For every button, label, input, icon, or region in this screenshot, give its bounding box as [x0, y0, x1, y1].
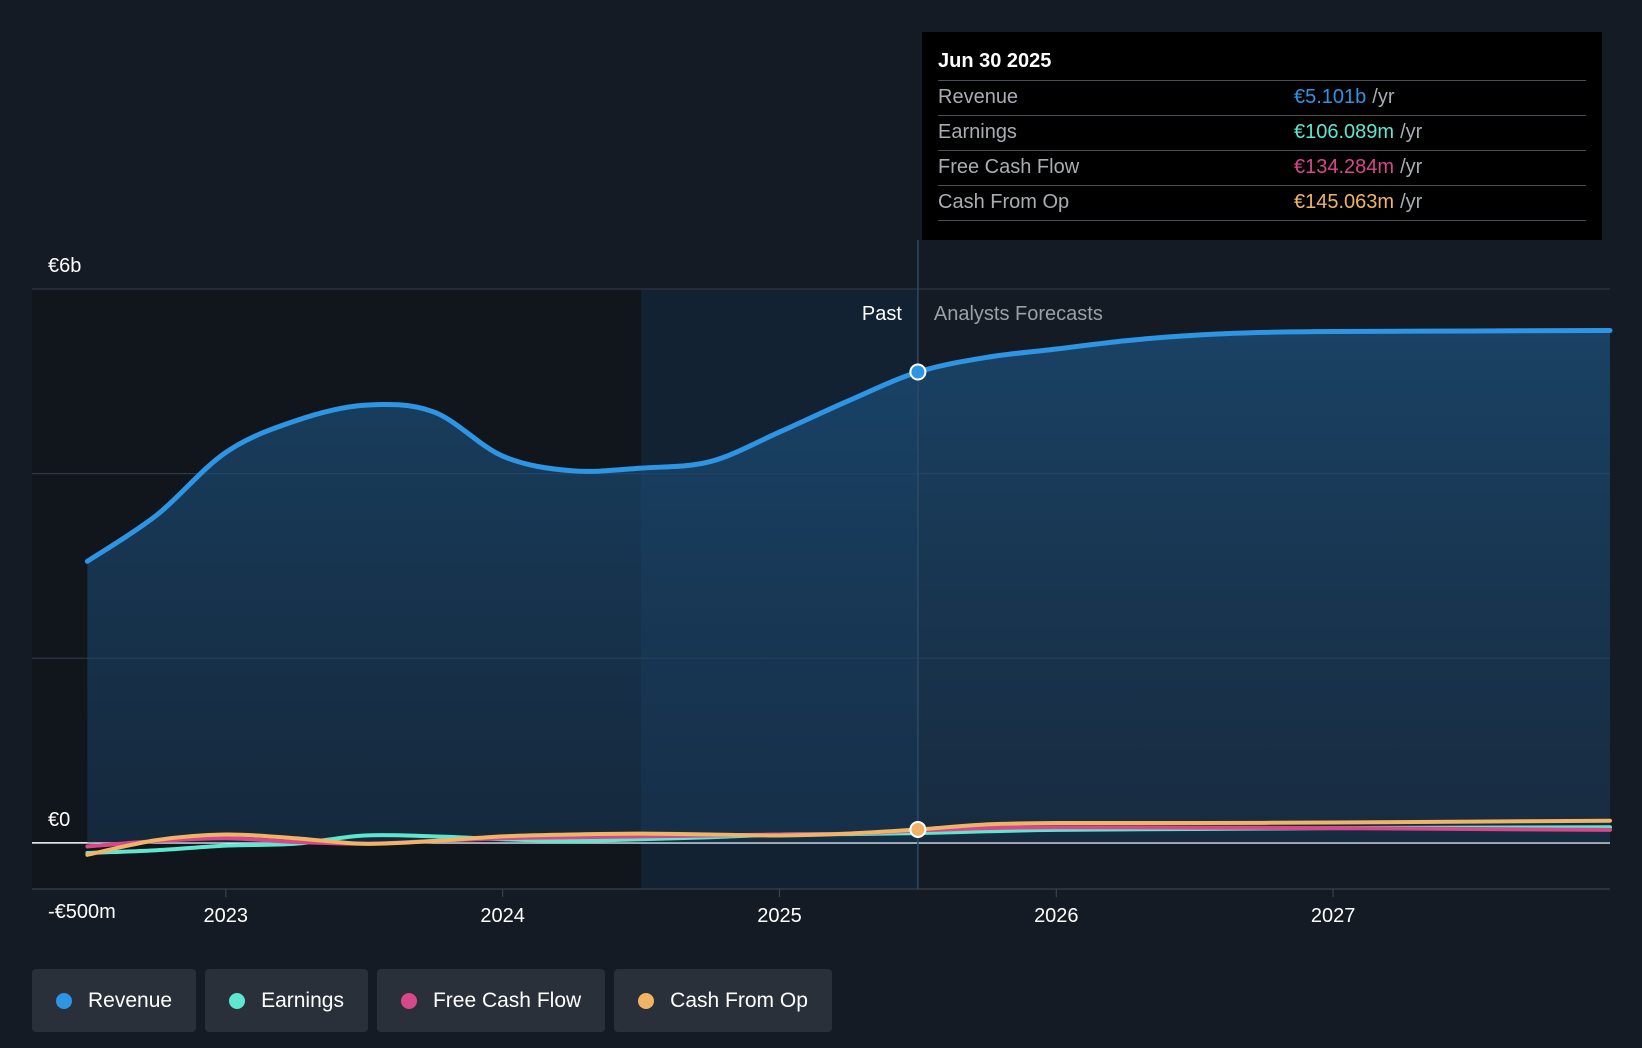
tooltip-unit: /yr — [1400, 156, 1423, 178]
tooltip-label: Earnings — [938, 121, 1017, 143]
tooltip-label: Cash From Op — [938, 191, 1070, 213]
series-line-cash-from-op — [85, 818, 1612, 857]
tooltip-label: Revenue — [938, 86, 1019, 108]
marker-cash-from-op — [909, 820, 927, 838]
legend-label: Cash From Op — [670, 988, 808, 1012]
tooltip-value: €5.101b — [1294, 86, 1367, 108]
x-axis: 2023 2024 2025 2026 2027 — [204, 889, 1356, 927]
circle-dot-icon — [56, 992, 72, 1009]
marker-revenue — [909, 363, 927, 381]
legend-label: Earnings — [261, 988, 344, 1012]
x-tick-label: 2026 — [1034, 905, 1079, 927]
y-tick-label: -€500m — [48, 901, 116, 923]
series-line-revenue — [84, 328, 1613, 564]
tooltip-row-earnings: Earnings €106.089m /yr — [938, 115, 1586, 150]
circle-dot-icon — [638, 992, 655, 1009]
y-tick-label: €0 — [48, 809, 70, 831]
tooltip-row-free-cash-flow: Free Cash Flow €134.284m /yr — [938, 150, 1586, 185]
markers — [909, 363, 927, 838]
tooltip-row-revenue: Revenue €5.101b /yr — [938, 80, 1586, 115]
legend-item-earnings[interactable]: Earnings — [205, 969, 368, 1032]
tooltip-unit: /yr — [1400, 191, 1423, 213]
series-lines — [84, 328, 1613, 857]
tooltip-date: Jun 30 2025 — [938, 50, 1052, 72]
tooltip: Jun 30 2025 Revenue €5.101b /yr Earnings… — [922, 32, 1602, 240]
legend-item-cash-from-op[interactable]: Cash From Op — [614, 969, 832, 1032]
tooltip-unit: /yr — [1372, 86, 1395, 108]
legend-item-free-cash-flow[interactable]: Free Cash Flow — [376, 969, 606, 1032]
x-tick-label: 2027 — [1311, 905, 1356, 927]
x-tick-label: 2025 — [757, 905, 802, 927]
y-axis: €6b €0 -€500m — [48, 255, 116, 923]
legend-label: Revenue — [88, 988, 173, 1012]
tooltip-value: €134.284m — [1294, 156, 1395, 178]
revenue-area — [87, 330, 1611, 843]
tooltip-row-cash-from-op: Cash From Op €145.063m /yr — [938, 185, 1586, 221]
tooltip-unit: /yr — [1400, 121, 1423, 143]
x-tick-label: 2023 — [204, 905, 249, 927]
circle-dot-icon — [400, 992, 417, 1009]
past-label: Past — [862, 303, 902, 325]
legend: Revenue Earnings Free Cash Flow Cash Fro… — [32, 969, 832, 1032]
x-tick-label: 2024 — [480, 905, 525, 927]
y-tick-label: €6b — [48, 255, 81, 277]
legend-item-revenue[interactable]: Revenue — [32, 969, 197, 1032]
circle-dot-icon — [229, 992, 246, 1009]
forecast-label: Analysts Forecasts — [934, 303, 1103, 325]
tooltip-value: €106.089m — [1294, 121, 1395, 143]
tooltip-label: Free Cash Flow — [938, 156, 1080, 178]
legend-label: Free Cash Flow — [432, 988, 582, 1012]
tooltip-value: €145.063m — [1294, 191, 1395, 213]
